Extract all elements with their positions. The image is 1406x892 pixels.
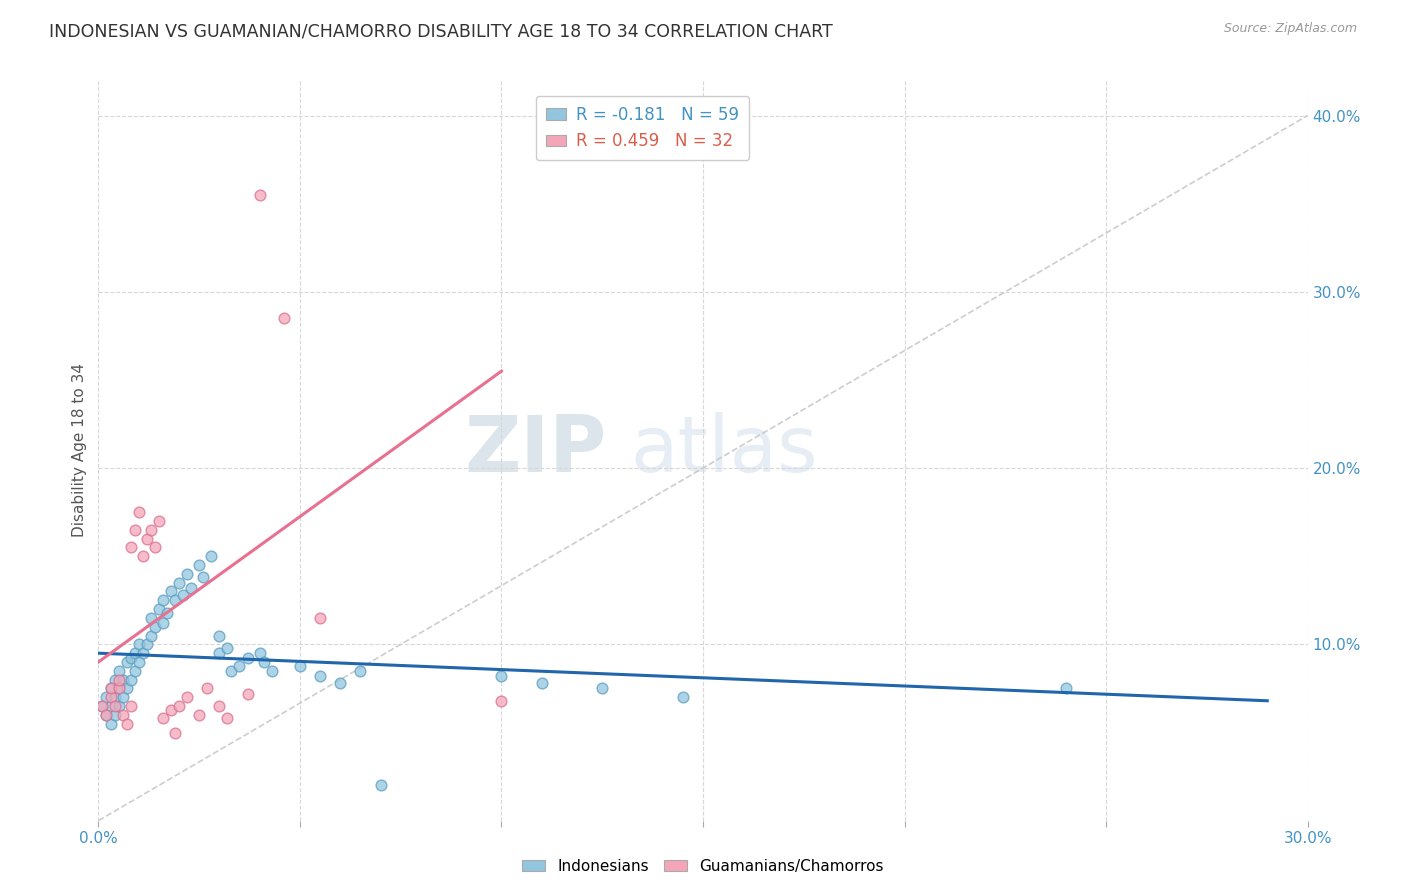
Point [160,584,183,599]
Point [111,673,134,687]
Point [100,716,122,731]
Point [107,664,129,678]
Point [132,549,155,564]
Point [139,628,162,642]
Point [120,651,142,665]
Point [120,541,142,555]
Point [163,725,186,739]
Point [273,311,295,326]
Point [135,532,157,546]
Point [124,646,146,660]
Point [100,681,122,696]
Point [128,505,150,519]
Point [228,658,250,673]
Point [96,707,118,722]
Point [530,676,553,690]
Point [208,646,231,660]
Point [253,655,276,669]
Point [195,681,218,696]
Point [91,699,114,714]
Point [249,187,271,202]
Legend: R = -0.181   N = 59, R = 0.459   N = 32: R = -0.181 N = 59, R = 0.459 N = 32 [536,96,749,161]
Point [107,699,129,714]
Point [91,699,114,714]
Point [107,681,129,696]
Point [111,707,134,722]
Point [143,620,166,634]
Point [188,558,211,572]
Point [96,690,118,705]
Point [115,716,138,731]
Point [107,673,129,687]
Point [370,778,392,792]
Point [260,664,283,678]
Point [156,606,179,620]
Text: Source: ZipAtlas.com: Source: ZipAtlas.com [1223,22,1357,36]
Text: ZIP: ZIP [464,412,606,489]
Point [329,676,352,690]
Point [491,669,513,683]
Point [132,646,155,660]
Point [217,711,239,725]
Point [236,651,259,665]
Point [163,593,186,607]
Point [176,690,198,705]
Point [111,690,134,705]
Point [148,602,170,616]
Point [1054,681,1077,696]
Point [103,699,125,714]
Point [172,588,194,602]
Point [160,703,183,717]
Point [103,690,125,705]
Point [188,707,211,722]
Point [193,570,215,584]
Legend: Indonesians, Guamanians/Chamorros: Indonesians, Guamanians/Chamorros [516,853,890,880]
Point [96,707,118,722]
Point [309,611,332,625]
Point [103,707,125,722]
Point [107,681,129,696]
Point [124,664,146,678]
Point [143,541,166,555]
Y-axis label: Disability Age 18 to 34: Disability Age 18 to 34 [72,363,87,538]
Point [128,655,150,669]
Point [236,687,259,701]
Point [167,575,190,590]
Point [349,664,371,678]
Point [115,681,138,696]
Point [120,673,142,687]
Text: atlas: atlas [630,412,818,489]
Point [103,673,125,687]
Point [152,616,174,631]
Point [128,637,150,651]
Point [491,694,513,708]
Point [139,523,162,537]
Point [100,681,122,696]
Point [288,658,311,673]
Point [176,566,198,581]
Point [591,681,613,696]
Text: INDONESIAN VS GUAMANIAN/CHAMORRO DISABILITY AGE 18 TO 34 CORRELATION CHART: INDONESIAN VS GUAMANIAN/CHAMORRO DISABIL… [49,22,832,40]
Point [152,711,174,725]
Point [100,690,122,705]
Point [135,637,157,651]
Point [208,628,231,642]
Point [672,690,695,705]
Point [100,699,122,714]
Point [120,699,142,714]
Point [200,549,222,564]
Point [115,655,138,669]
Point [208,699,231,714]
Point [309,669,332,683]
Point [221,664,243,678]
Point [180,581,202,595]
Point [217,640,239,655]
Point [148,514,170,528]
Point [167,699,190,714]
Point [124,523,146,537]
Point [152,593,174,607]
Point [249,646,271,660]
Point [139,611,162,625]
